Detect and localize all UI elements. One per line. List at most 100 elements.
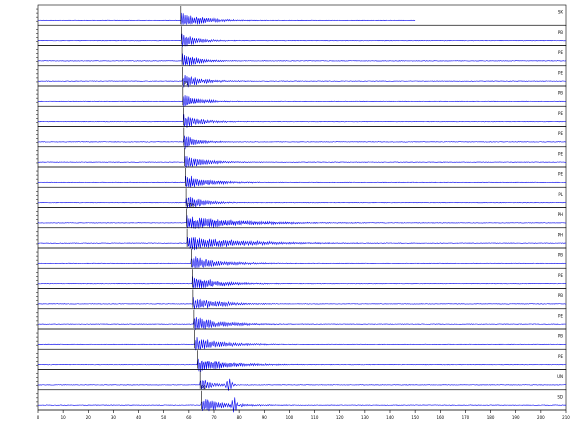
pick-label: P1 [184,81,189,86]
station-label: SD [557,394,563,399]
trace-panel: SD [36,389,567,413]
waveform [37,95,567,107]
panel-frame [37,186,567,208]
station-label: PE [558,131,563,136]
x-tick-label: 40 [136,415,142,420]
pick-label: P2 [201,385,206,390]
waveform [37,256,567,269]
station-label: UN [557,374,563,379]
panel-frame [37,4,567,26]
waveform [37,317,567,331]
waveform [37,276,567,289]
x-tick-label: 150 [411,415,419,420]
panel-frame [37,227,567,249]
waveform [37,337,567,351]
panel-frame [37,389,567,411]
panel-frame [37,166,567,188]
waveform [37,156,567,168]
trace-panel: PB [36,328,567,351]
panel-frame [37,207,567,229]
panel-frame [37,105,567,127]
x-tick-label: 70 [211,415,217,420]
x-axis: 0 10 20 30 40 50 60 70 80 90 100 110 120 130 140 150 160… [37,409,570,420]
trace-panel: PE [36,267,567,289]
station-label: PE [558,273,563,278]
x-tick-label: 170 [462,415,470,420]
station-label: PE [558,354,563,359]
x-tick-label: 20 [86,415,92,420]
x-tick-label: 140 [386,415,394,420]
panel-frame [37,348,567,370]
x-tick-label: 110 [311,415,319,420]
station-label: PE [558,172,563,177]
waveform [37,53,567,66]
trace-panel: PE [36,166,567,188]
station-label: PE [558,151,563,156]
x-tick-label: 210 [562,415,570,420]
x-tick-label: 200 [537,415,545,420]
trace-panel: PE [36,308,567,331]
waveform [37,12,416,26]
station-label: PE [558,70,563,75]
trace-panel: PE [36,126,567,150]
waveform [37,196,567,209]
panel-frame [37,247,567,269]
station-label: PH [558,212,563,217]
station-label: PB [558,253,563,258]
panel-frame [37,369,567,391]
x-tick-label: 190 [512,415,520,420]
trace-panel: PB [36,247,567,269]
station-label: PL [558,192,563,197]
trace-panel: PB [36,85,567,107]
trace-panel: SK [36,4,567,26]
trace-panel: P2 UN [36,369,567,391]
panel-frame [37,65,567,87]
trace-panel: PB [36,24,567,47]
station-label: PH [558,232,563,237]
x-tick-label: 120 [336,415,344,420]
x-tick-label: 50 [161,415,167,420]
pick-label: P1b [187,203,195,208]
x-tick-label: 100 [286,415,294,420]
panel-frame [37,126,567,148]
panel-frame [37,146,567,168]
waveform [37,74,567,88]
trace-panel: PE [36,105,567,128]
x-tick-label: 10 [61,415,67,420]
x-tick-label: 0 [37,415,40,420]
trace-panel: PH [36,227,567,251]
waveform [37,297,567,310]
trace-panel: P1 PE [36,65,567,88]
x-tick-label: 30 [111,415,117,420]
x-tick-label: 180 [487,415,495,420]
waveform [37,114,567,128]
trace-panel: PH [36,207,567,229]
x-tick-label: 160 [436,415,444,420]
waveform [37,33,567,47]
panel-frame [37,24,567,46]
trace-panel: PE [36,146,567,168]
waveform [37,215,567,229]
trace-panels: SK PB PE P1 PE PB PE PE PE PE P1b PL PH PH PB PE PB PE PB P… [36,4,567,413]
waveform [37,135,567,150]
waveform [37,397,567,413]
trace-panel: P1b PL [36,186,567,209]
trace-panel: PB [36,288,567,310]
station-label: SK [558,10,564,15]
waveform [38,175,566,188]
panel-frame [37,328,567,350]
x-tick-label: 90 [262,415,268,420]
panel-frame [37,85,567,107]
panel-frame [37,308,567,330]
station-label: PB [558,293,563,298]
panel-frame [37,288,567,310]
station-label: PE [558,313,563,318]
trace-panel: PE [36,45,567,67]
station-label: PB [558,334,563,339]
station-label: PE [558,111,563,116]
trace-panel: PE [36,348,567,372]
station-label: PE [558,50,563,55]
station-label: PB [558,30,563,35]
waveform [37,358,567,372]
